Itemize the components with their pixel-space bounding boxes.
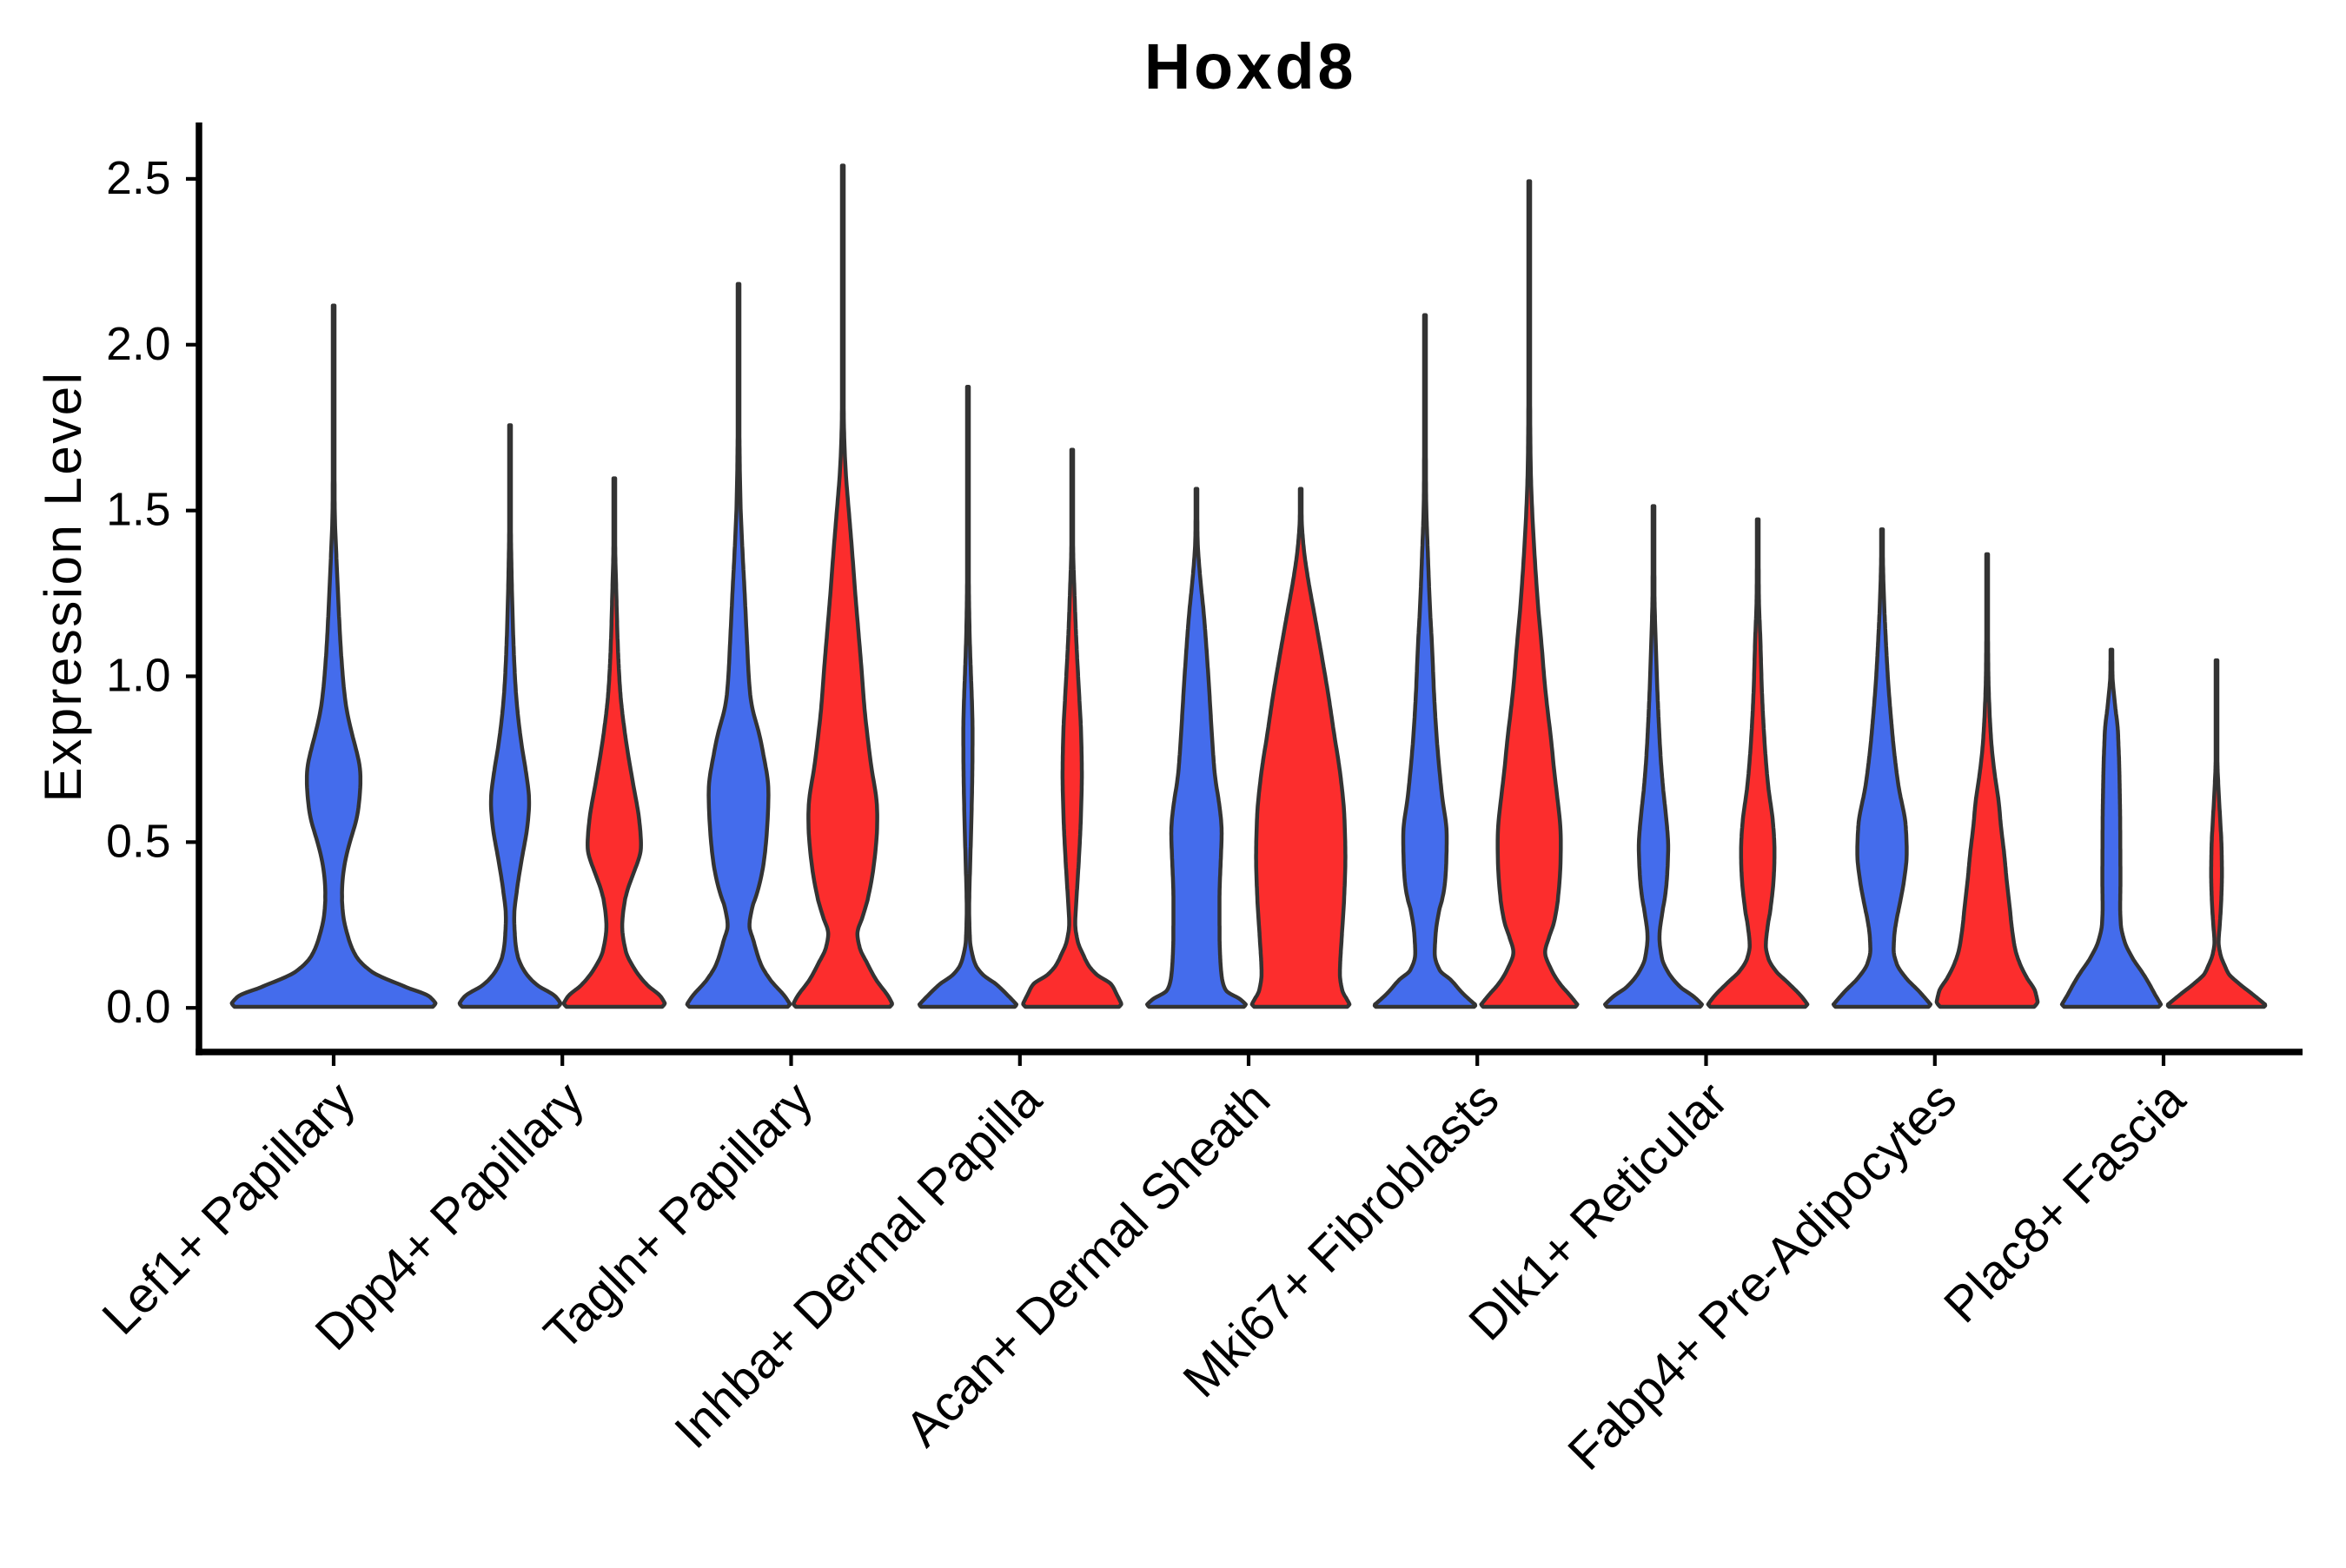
svg-text:0.5: 0.5 (106, 816, 170, 867)
svg-text:2.5: 2.5 (106, 153, 170, 204)
svg-text:0.0: 0.0 (106, 982, 170, 1033)
svg-text:Hoxd8: Hoxd8 (1144, 30, 1356, 103)
svg-text:Expression Level: Expression Level (34, 371, 92, 803)
svg-text:1.0: 1.0 (106, 651, 170, 702)
svg-text:1.5: 1.5 (106, 485, 170, 536)
svg-text:2.0: 2.0 (106, 319, 170, 370)
